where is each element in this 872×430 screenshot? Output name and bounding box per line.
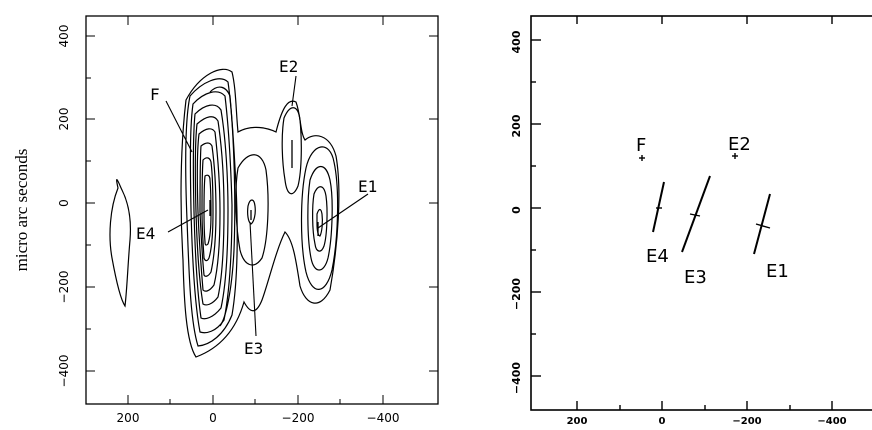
left-plot-frame — [85, 15, 439, 405]
right-x-tick-label: 0 — [659, 416, 666, 427]
right-x-tick-label: −400 — [817, 416, 846, 427]
right-x-ticks — [576, 16, 833, 410]
contour-E1-outer — [300, 146, 339, 290]
contour-level — [192, 104, 229, 320]
right-label-E1: E1 — [766, 261, 789, 282]
contour-E3-outer — [235, 154, 269, 266]
right-x-tick-label: 200 — [567, 416, 588, 427]
contour-level — [196, 128, 221, 292]
E1-cross — [755, 223, 771, 229]
left-y-tick-label: −200 — [57, 271, 71, 304]
E3-bar — [681, 175, 711, 253]
label-E2: E2 — [279, 57, 298, 76]
right-y-tick-label: −400 — [510, 362, 523, 395]
right-y-tick-label: 200 — [510, 114, 523, 137]
right-panel: 400 200 0 −200 −400 200 0 −200 −400 — [510, 15, 872, 427]
E1-leader — [317, 193, 369, 229]
contour-map — [109, 68, 340, 358]
left-x-tick-label: 0 — [209, 411, 217, 425]
label-E1: E1 — [358, 177, 377, 196]
contour-outer — [180, 68, 340, 358]
right-x-tick-label: −200 — [732, 416, 761, 427]
right-y-ticks — [531, 39, 541, 377]
E4-leader — [167, 209, 209, 233]
contour-level — [194, 116, 225, 306]
contour-E1-mid — [307, 165, 333, 271]
left-y-tick-label: 400 — [57, 25, 71, 48]
right-y-tick-label: 400 — [510, 30, 523, 53]
right-label-E3: E3 — [684, 267, 707, 288]
E3-cross — [689, 213, 701, 217]
left-x-tick-label: −400 — [367, 411, 400, 425]
F-leader — [165, 100, 193, 153]
E4-bar — [652, 181, 665, 233]
right-label-E4: E4 — [646, 246, 669, 267]
right-y-tick-label: −200 — [510, 278, 523, 311]
left-x-ticks — [127, 16, 384, 404]
E3-leader — [249, 221, 257, 337]
component-crossmarks — [639, 153, 771, 229]
right-plot-frame — [530, 15, 872, 411]
E2-leader — [291, 75, 297, 107]
contour-level — [199, 142, 217, 277]
left-x-tick-label: 200 — [117, 411, 140, 425]
right-label-E2: E2 — [728, 134, 751, 155]
contour-E3 — [247, 199, 256, 225]
left-y-tick-label: 0 — [57, 199, 71, 207]
left-y-tick-label: 200 — [57, 108, 71, 131]
right-y-tick-label: 0 — [510, 206, 523, 214]
left-panel: 400 200 0 −200 −400 200 0 −200 −400 micr… — [12, 15, 439, 425]
E1-bar — [753, 193, 771, 255]
label-E3: E3 — [244, 339, 263, 358]
component-markers-left — [209, 140, 319, 236]
label-F: F — [150, 85, 160, 104]
left-y-ticks — [86, 35, 438, 372]
left-y-tick-label: −400 — [57, 355, 71, 388]
contour-E2 — [281, 107, 302, 195]
leader-lines-left — [165, 75, 369, 337]
right-label-F: F — [636, 135, 646, 156]
contour-level — [189, 91, 233, 334]
label-E4: E4 — [136, 224, 155, 243]
component-bars — [652, 175, 771, 255]
contour-level — [209, 86, 236, 327]
contour-level — [201, 157, 214, 262]
contour-E1-inner — [312, 186, 328, 252]
contour-west-component — [109, 179, 132, 308]
left-x-tick-label: −200 — [282, 411, 315, 425]
left-y-axis-label: micro arc seconds — [12, 149, 31, 272]
